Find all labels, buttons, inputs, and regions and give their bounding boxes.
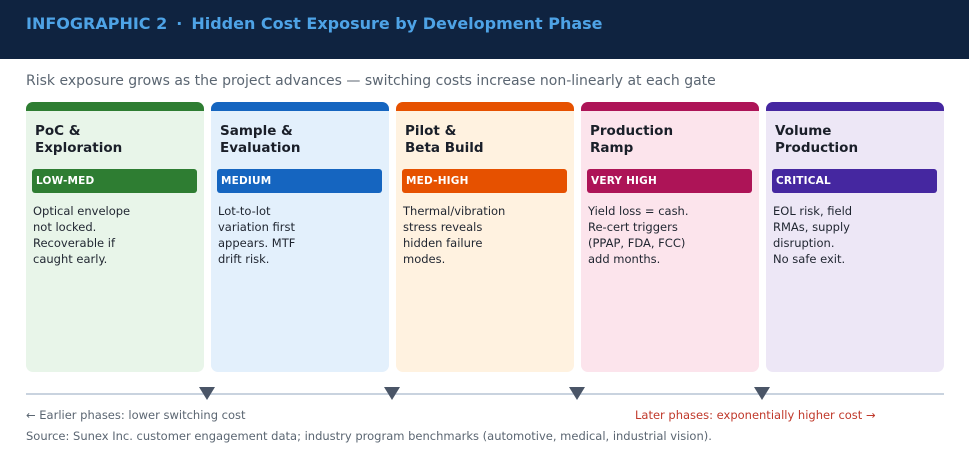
header-banner: INFOGRAPHIC 2 · Hidden Cost Exposure by De…	[0, 0, 969, 59]
risk-badge: CRITICAL	[772, 169, 937, 193]
later-phases-note: Later phases: exponentially higher cost …	[635, 408, 876, 422]
risk-badge: VERY HIGH	[587, 169, 752, 193]
phase-accent-bar	[766, 102, 944, 111]
phase-title: Sample & Evaluation	[220, 123, 301, 156]
phase-card-sample: Sample & Evaluation MEDIUM Lot-to-lot va…	[211, 102, 389, 372]
infographic-label: INFOGRAPHIC 2	[26, 14, 168, 33]
gate-marker-icon	[199, 387, 215, 400]
title-separator: ·	[176, 14, 183, 33]
phase-accent-bar	[211, 102, 389, 111]
infographic-title: Hidden Cost Exposure by Development Phas…	[191, 14, 603, 33]
phase-card-volume: Volume Production CRITICAL EOL risk, fie…	[766, 102, 944, 372]
phase-accent-bar	[396, 102, 574, 111]
phase-accent-bar	[581, 102, 759, 111]
phase-description: Thermal/vibration stress reveals hidden …	[403, 204, 506, 266]
timeline-axis	[26, 393, 944, 395]
phase-title: PoC & Exploration	[35, 123, 123, 156]
subtitle: Risk exposure grows as the project advan…	[26, 73, 716, 89]
phase-card-production-ramp: Production Ramp VERY HIGH Yield loss = c…	[581, 102, 759, 372]
phase-description: Yield loss = cash. Re-cert triggers (PPA…	[588, 204, 689, 266]
phase-title: Pilot & Beta Build	[405, 123, 484, 156]
risk-badge: MED-HIGH	[402, 169, 567, 193]
phase-title: Volume Production	[775, 123, 859, 156]
gate-marker-icon	[384, 387, 400, 400]
risk-badge: MEDIUM	[217, 169, 382, 193]
phase-description: Optical envelope not locked. Recoverable…	[33, 204, 131, 266]
phase-description: EOL risk, field RMAs, supply disruption.…	[773, 204, 853, 266]
phase-title: Production Ramp	[590, 123, 674, 156]
earlier-phases-note: ← Earlier phases: lower switching cost	[26, 408, 246, 422]
gate-marker-icon	[569, 387, 585, 400]
phase-accent-bar	[26, 102, 204, 111]
source-note: Source: Sunex Inc. customer engagement d…	[26, 429, 712, 443]
phase-card-poc: PoC & Exploration LOW-MED Optical envelo…	[26, 102, 204, 372]
phase-card-pilot: Pilot & Beta Build MED-HIGH Thermal/vibr…	[396, 102, 574, 372]
risk-badge: LOW-MED	[32, 169, 197, 193]
gate-marker-icon	[754, 387, 770, 400]
page-title: INFOGRAPHIC 2 · Hidden Cost Exposure by De…	[26, 14, 603, 33]
phase-description: Lot-to-lot variation first appears. MTF …	[218, 204, 296, 266]
